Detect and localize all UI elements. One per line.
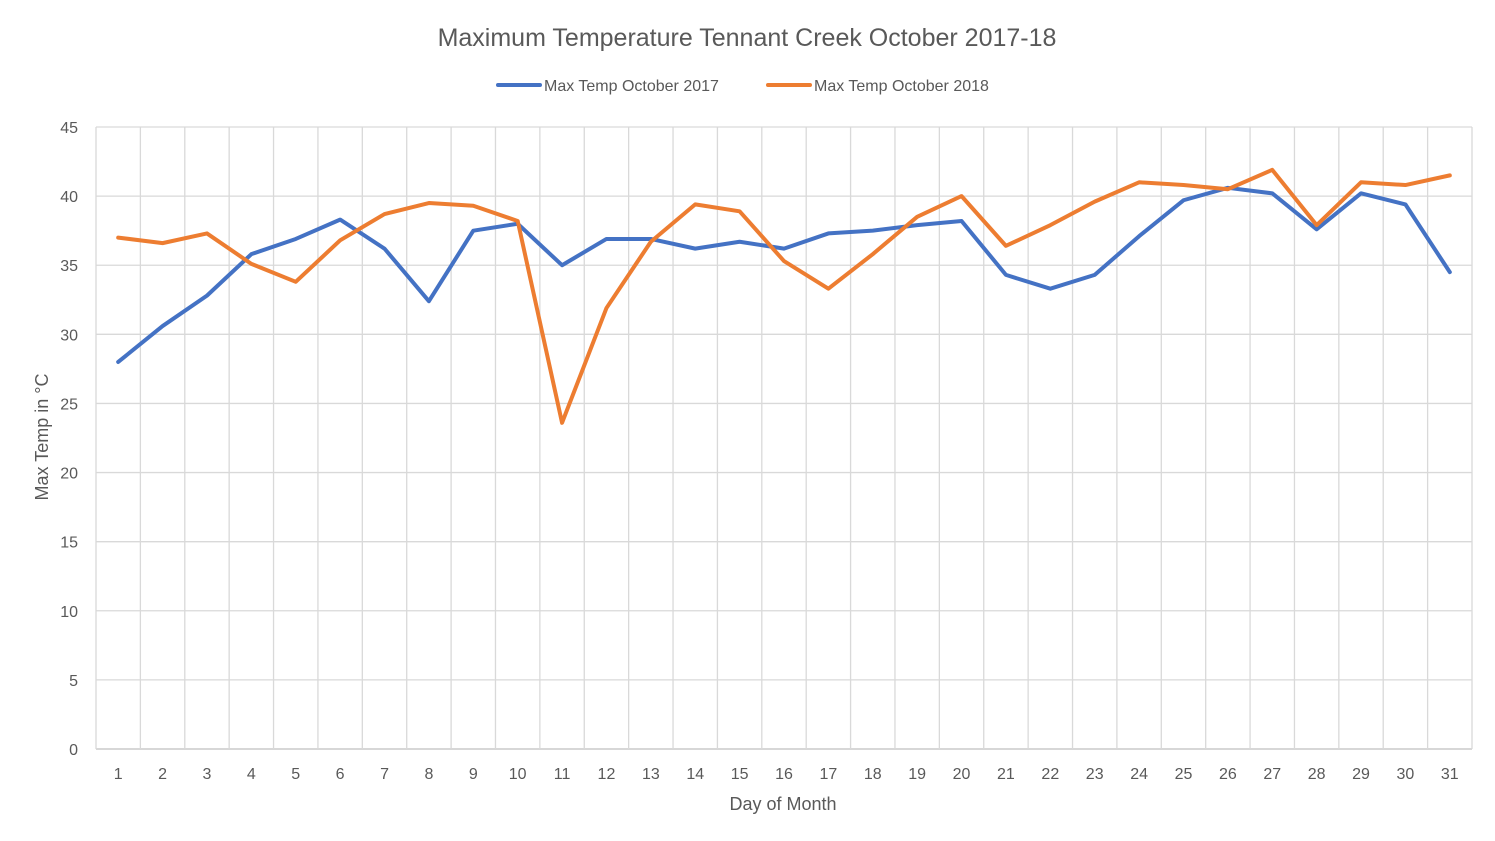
chart-title: Maximum Temperature Tennant Creek Octobe… [438,24,1057,52]
y-tick-label: 5 [69,673,78,690]
x-tick-label: 1 [114,766,123,783]
x-tick-label: 7 [380,766,389,783]
x-tick-label: 20 [953,766,971,783]
x-tick-label: 3 [203,766,212,783]
x-tick-label: 27 [1263,766,1281,783]
y-tick-label: 40 [60,189,78,206]
legend-label: Max Temp October 2018 [814,78,989,95]
y-tick-label: 20 [60,466,78,483]
x-tick-label: 25 [1175,766,1193,783]
x-tick-label: 29 [1352,766,1370,783]
x-tick-label: 21 [997,766,1015,783]
x-tick-label: 13 [642,766,660,783]
y-tick-label: 25 [60,396,78,413]
x-tick-label: 30 [1397,766,1415,783]
x-tick-label: 10 [509,766,527,783]
y-tick-label: 0 [69,742,78,759]
x-tick-label: 12 [598,766,616,783]
y-axis-ticks: 0 5 10 15 20 25 30 35 40 45 [60,120,78,759]
series-line-max-temp-october-2018 [116,167,1452,425]
x-tick-label: 9 [469,766,478,783]
x-axis-title: Day of Month [729,794,836,814]
x-tick-label: 4 [247,766,256,783]
x-tick-label: 31 [1441,766,1459,783]
x-tick-label: 16 [775,766,793,783]
x-tick-label: 2 [158,766,167,783]
x-tick-label: 28 [1308,766,1326,783]
x-tick-label: 14 [686,766,704,783]
x-tick-label: 8 [424,766,433,783]
legend-item: Max Temp October 2018 [766,78,989,95]
y-tick-label: 30 [60,327,78,344]
x-tick-label: 15 [731,766,749,783]
legend-label: Max Temp October 2017 [544,78,719,95]
x-tick-label: 18 [864,766,882,783]
y-tick-label: 35 [60,258,78,275]
y-tick-label: 45 [60,120,78,137]
x-tick-label: 11 [554,766,571,783]
x-tick-label: 19 [908,766,926,783]
x-tick-label: 22 [1041,766,1059,783]
x-tick-label: 24 [1130,766,1148,783]
legend: Max Temp October 2017 Max Temp October 20… [496,78,989,95]
x-tick-label: 6 [336,766,345,783]
gridlines [95,126,1473,750]
x-tick-label: 26 [1219,766,1237,783]
x-tick-label: 17 [819,766,837,783]
y-tick-label: 10 [60,604,78,621]
x-tick-label: 23 [1086,766,1104,783]
y-axis-title: Max Temp in °C [32,374,52,501]
x-tick-label: 5 [291,766,300,783]
y-tick-label: 15 [60,535,78,552]
series-lines [116,167,1452,425]
x-axis-ticks: 1 2 3 4 5 6 7 8 9 10 11 12 13 14 15 16 17 18 19 20 21 22 23 24 2… [114,766,1459,783]
legend-item: Max Temp October 2017 [496,78,719,95]
